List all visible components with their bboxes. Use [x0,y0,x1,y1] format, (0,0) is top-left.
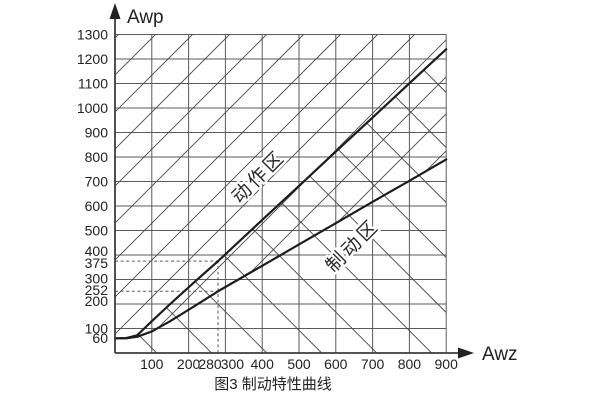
hatch-line-up [115,34,341,339]
boundary-curves [113,48,448,340]
x-tick-label: 600 [324,356,348,372]
hatch-line-down [115,49,447,258]
hatch-line-up [115,34,193,339]
y-tick-label: 500 [85,222,109,238]
lower-boundary-curve [113,158,448,340]
tick-labels: 6010020025230037540050060070080090010001… [77,26,458,372]
y-tick-label: 100 [85,320,109,336]
hatch-line-up [115,34,415,339]
y-tick-label: 600 [85,198,109,214]
y-tick-label: 60 [92,330,108,346]
y-tick-label: 252 [85,282,109,298]
x-tick-label: 300 [221,356,245,372]
x-tick-label: 280 [198,356,222,372]
y-tick-label: 800 [85,149,109,165]
x-tick-label: 100 [140,356,164,372]
reference-dashed-lines [115,260,219,353]
hatch-line-down [115,145,447,353]
y-tick-label: 200 [85,293,109,309]
x-tick-label: 500 [287,356,311,372]
hatch-line-down [115,0,446,38]
action-region-label: 动作区 [228,146,290,208]
hatch-line-up [115,34,304,339]
y-tick-label: 1100 [78,75,108,91]
x-tick-label: 200 [177,356,201,372]
hatch-line-down [115,255,447,353]
y-tick-label: 375 [85,255,109,271]
x-axis-title: Awz [482,344,518,365]
hatch-line-down [115,200,447,353]
y-tick-label: 300 [85,270,109,286]
y-tick-label: 400 [85,243,109,259]
y-axis-title: Awp [127,7,164,28]
hatch-line-up [115,34,378,339]
y-tick-label: 900 [85,124,109,140]
braking-region-label: 制动区 [322,215,384,277]
x-tick-label: 800 [398,356,422,372]
hatch-line-down [115,49,447,203]
figure-caption: 图3 制动特性曲线 [214,376,332,393]
x-tick-label: 700 [361,356,385,372]
y-tick-label: 1000 [77,100,108,116]
y-tick-label: 1300 [77,26,108,42]
hatch-line-up [391,34,447,339]
y-tick-label: 700 [85,173,109,189]
hatch-line-up [317,34,447,339]
y-axis-arrow-icon [109,3,121,19]
grid-lines [115,34,447,353]
hatch-line-up [132,34,447,339]
hatch-line-up [428,34,447,339]
y-tick-label: 1200 [77,51,108,67]
hatch-braking-region [115,0,447,353]
hatch-line-down [115,49,447,148]
x-tick-label: 400 [251,356,275,372]
x-tick-label: 900 [435,356,459,372]
hatch-line-up [115,34,267,339]
upper-boundary-curve [113,48,448,340]
x-axis-arrow-icon [458,347,474,359]
hatch-line-down [115,49,447,93]
hatch-line-up [115,34,230,339]
hatch-line-up [354,34,447,339]
